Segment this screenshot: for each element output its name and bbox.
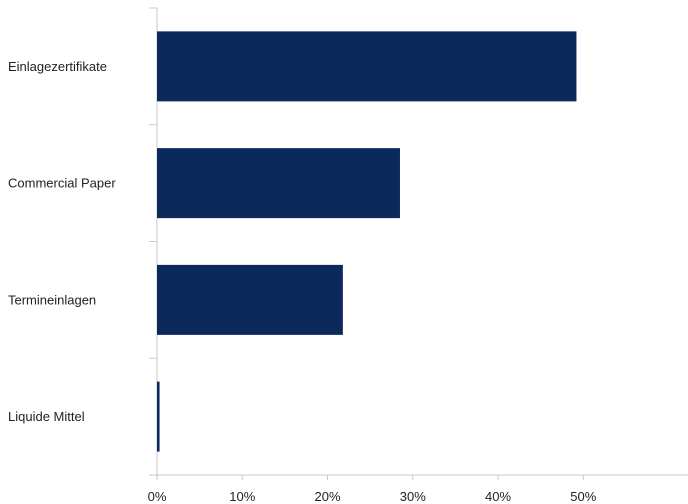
- x-tick-label: 50%: [570, 489, 596, 504]
- bar-1: [157, 148, 400, 219]
- category-label: Einlagezertifikate: [8, 59, 107, 74]
- category-label: Liquide Mittel: [8, 409, 85, 424]
- category-label: Commercial Paper: [8, 176, 116, 191]
- x-tick-label: 30%: [400, 489, 426, 504]
- x-tick-label: 20%: [314, 489, 340, 504]
- x-tick-labels: 0% 10% 20% 30% 40% 50%: [148, 489, 597, 504]
- chart-bars: [157, 31, 577, 452]
- x-tick-label: 10%: [229, 489, 255, 504]
- x-tick-label: 40%: [485, 489, 511, 504]
- bar-0: [157, 31, 577, 102]
- bar-3: [157, 381, 160, 452]
- bar-2: [157, 264, 343, 335]
- x-tick-label: 0%: [148, 489, 167, 504]
- category-label: Termineinlagen: [8, 292, 96, 307]
- category-labels: Einlagezertifikate Commercial Paper Termin…: [8, 59, 116, 424]
